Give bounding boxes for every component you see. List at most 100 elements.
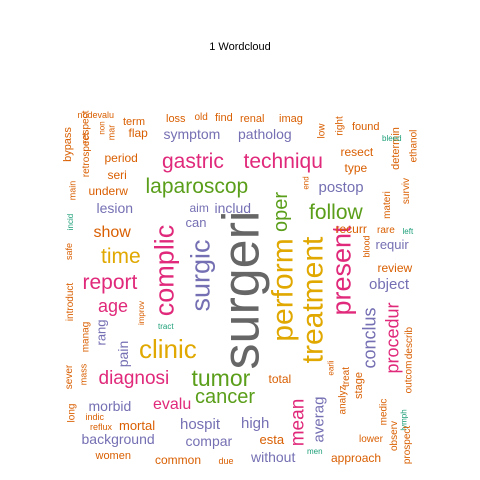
word-lower: lower [359, 434, 383, 445]
word-loss: loss [166, 112, 186, 125]
word-review: review [377, 261, 413, 275]
word-surgic: surgic [185, 238, 216, 312]
word-hospit: hospit [180, 415, 221, 433]
word-retrospect: retrospect [81, 132, 93, 178]
word-requir: requir [375, 236, 409, 252]
word-show: show [93, 224, 131, 241]
word-main: main [67, 180, 78, 200]
word-follow: follow [309, 200, 363, 224]
word-common: common [155, 453, 202, 467]
word-esta: esta [259, 431, 285, 447]
word-flap: flap [128, 126, 148, 140]
word-symptom: symptom [163, 126, 221, 142]
word-present: present [326, 224, 357, 316]
word-period: period [104, 151, 138, 165]
word-perform: perform [266, 238, 300, 342]
word-low: low [316, 123, 328, 139]
word-tract: tract [158, 322, 174, 331]
word-nodevalu: nodevalu [77, 109, 115, 120]
word-patholog: patholog [238, 126, 292, 142]
word-earli: earli [326, 360, 336, 376]
word-bypass: bypass [61, 126, 74, 162]
word-mar: mar [106, 124, 117, 140]
word-women: women [95, 449, 131, 462]
word-men: men [307, 447, 323, 456]
word-averag: averag [310, 396, 328, 442]
word-report: report [82, 270, 138, 294]
word-observ: observ [389, 420, 401, 452]
word-materi: materi [381, 191, 393, 219]
word-safe: safe [63, 242, 74, 260]
word-evalu: evalu [153, 396, 192, 413]
word-procedur: procedur [382, 302, 403, 374]
word-seri: seri [107, 168, 127, 182]
word-improv: improv [137, 300, 147, 326]
word-left: left [402, 227, 414, 236]
word-underw: underw [88, 184, 128, 198]
word-due: due [218, 455, 234, 466]
word-introduct: introduct [65, 282, 77, 322]
word-includ: includ [214, 200, 252, 216]
word-long: long [65, 403, 77, 423]
word-time: time [101, 244, 141, 268]
word-manag: manag [79, 321, 91, 353]
word-lesion: lesion [96, 200, 134, 216]
word-mortal: mortal [119, 417, 156, 433]
word-mean: mean [287, 398, 309, 446]
word-blood: blood [361, 234, 372, 258]
chart-title: 1 Wordcloud [209, 41, 271, 53]
word-cancer: cancer [195, 386, 256, 408]
word-compar: compar [185, 433, 233, 449]
word-stage: stage [352, 371, 365, 399]
word-found: found [352, 120, 380, 133]
word-treatment: treatment [295, 236, 329, 364]
word-rare: rare [377, 225, 395, 236]
word-complic: complic [149, 224, 180, 316]
word-ethanol: ethanol [407, 129, 419, 163]
word-sever: sever [64, 364, 76, 390]
word-surgeri: surgeri [211, 210, 270, 370]
word-can: can [185, 214, 207, 230]
word-bleed: bleed [382, 134, 402, 143]
word-approach: approach [331, 451, 382, 465]
word-incid: incid [66, 213, 76, 231]
word-right: right [334, 116, 346, 136]
word-high: high [241, 414, 270, 432]
word-mass: mass [78, 363, 89, 385]
word-object: object [369, 275, 410, 293]
word-renal: renal [240, 112, 265, 125]
word-outcom: outcom [402, 360, 414, 394]
word-treat: treat [341, 366, 353, 388]
word-age: age [98, 296, 129, 316]
word-tumor: tumor [191, 364, 251, 391]
word-postop: postop [318, 178, 364, 196]
word-oper: oper [270, 191, 293, 233]
word-total: total [268, 372, 292, 386]
word-indic: indic [85, 411, 105, 422]
word-prospect: prospect [402, 425, 414, 465]
word-old: old [194, 112, 208, 123]
word-techniqu: techniqu [243, 149, 323, 173]
word-resect: resect [340, 145, 374, 159]
word-morbid: morbid [88, 398, 132, 414]
word-type: type [344, 161, 368, 175]
word-surviv: surviv [401, 177, 413, 205]
word-gastric: gastric [162, 149, 224, 173]
word-clinic: clinic [139, 334, 197, 364]
word-find: find [215, 111, 233, 124]
word-diagnosi: diagnosi [98, 367, 170, 389]
word-non: non [97, 121, 107, 135]
word-laparoscop: laparoscop [145, 174, 249, 198]
word-background: background [81, 431, 155, 447]
word-recurr: recurr [335, 222, 367, 236]
word-rang: rang [93, 318, 109, 346]
word-conclus: conclus [359, 307, 380, 369]
word-pain: pain [115, 340, 132, 368]
word-aim: aim [189, 201, 209, 215]
word-end: end [301, 176, 311, 190]
word-term: term [123, 115, 145, 128]
word-medic: medic [377, 398, 389, 426]
word-describ: describ [404, 326, 416, 360]
word-reflux: reflux [90, 421, 113, 432]
